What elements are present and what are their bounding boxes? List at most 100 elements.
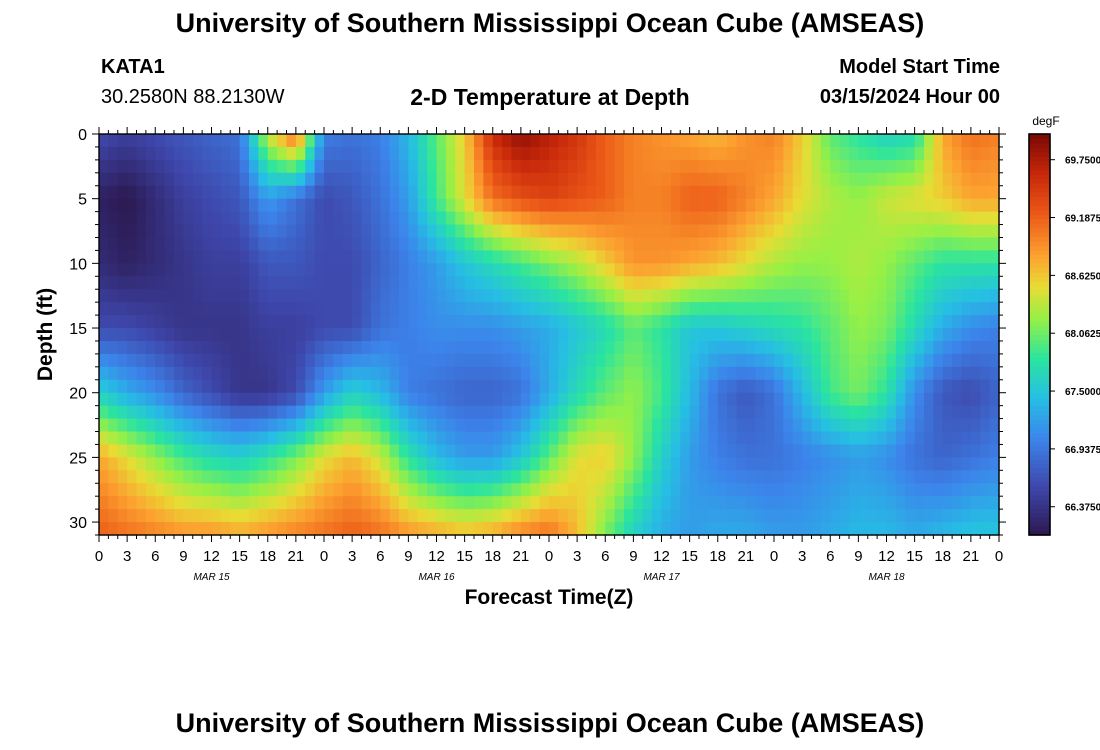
heatmap-cell bbox=[924, 276, 934, 290]
heatmap-cell bbox=[586, 418, 597, 433]
heatmap-cell bbox=[764, 457, 775, 471]
heatmap-cell bbox=[183, 159, 194, 174]
heatmap-cell bbox=[764, 444, 775, 458]
heatmap-cell bbox=[192, 379, 203, 394]
heatmap-cell bbox=[877, 340, 888, 355]
heatmap-cell bbox=[445, 392, 456, 407]
heatmap-cell bbox=[549, 302, 559, 316]
heatmap-cell bbox=[558, 224, 569, 239]
heatmap-cell bbox=[202, 366, 213, 381]
heatmap-cell bbox=[333, 134, 344, 148]
heatmap-cell bbox=[511, 146, 522, 161]
heatmap-cell bbox=[736, 379, 747, 394]
heatmap-cell bbox=[295, 457, 306, 471]
heatmap-cell bbox=[361, 185, 372, 200]
heatmap-cell bbox=[239, 509, 250, 523]
colorbar-segment bbox=[1029, 530, 1050, 536]
heatmap-cell bbox=[474, 470, 484, 484]
heatmap-cell bbox=[239, 185, 250, 200]
heatmap-cell bbox=[239, 483, 250, 497]
heatmap-cell bbox=[455, 315, 466, 329]
colorbar-frame bbox=[1028, 133, 1051, 536]
heatmap-cell bbox=[802, 250, 813, 264]
heatmap-cell bbox=[849, 444, 859, 458]
heatmap-cell bbox=[277, 444, 288, 458]
x-axis-title: Forecast Time(Z) bbox=[465, 586, 634, 609]
heatmap-cell bbox=[455, 328, 466, 342]
heatmap-cell bbox=[727, 418, 738, 433]
heatmap-cell bbox=[380, 250, 391, 264]
heatmap-cell bbox=[483, 353, 494, 368]
heatmap-cell bbox=[445, 470, 456, 484]
heatmap-cell bbox=[577, 250, 588, 264]
heatmap-cell bbox=[417, 134, 428, 148]
heatmap-cell bbox=[886, 509, 897, 523]
heatmap-cell bbox=[942, 470, 953, 484]
heatmap-cell bbox=[680, 276, 691, 290]
heatmap-cell bbox=[380, 198, 391, 213]
heatmap-cell bbox=[867, 496, 878, 510]
heatmap-cell bbox=[108, 237, 119, 252]
heatmap-cell bbox=[858, 470, 869, 484]
heatmap-cell bbox=[727, 172, 738, 187]
heatmap-cell bbox=[708, 237, 719, 252]
heatmap-cell bbox=[211, 405, 222, 420]
heatmap-cell bbox=[549, 496, 559, 510]
heatmap-cell bbox=[745, 405, 756, 420]
heatmap-cell bbox=[708, 302, 719, 316]
heatmap-cell bbox=[652, 470, 663, 484]
heatmap-cell bbox=[680, 315, 691, 329]
heatmap-cell bbox=[661, 340, 672, 355]
x-tick-label: 12 bbox=[653, 548, 670, 565]
heatmap-cell bbox=[839, 470, 850, 484]
heatmap-cell bbox=[192, 276, 203, 290]
heatmap-cell bbox=[680, 457, 691, 471]
heatmap-cell bbox=[202, 276, 213, 290]
heatmap-cell bbox=[220, 315, 231, 329]
heatmap-cell bbox=[145, 237, 156, 252]
heatmap-cell bbox=[202, 444, 213, 458]
heatmap-cell bbox=[614, 185, 625, 200]
heatmap-cell bbox=[811, 431, 822, 446]
heatmap-cell bbox=[764, 134, 775, 148]
heatmap-cell bbox=[670, 509, 681, 523]
heatmap-cell bbox=[164, 328, 175, 342]
heatmap-cell bbox=[445, 250, 456, 264]
heatmap-cell bbox=[324, 276, 334, 290]
heatmap-cell bbox=[267, 159, 278, 174]
heatmap-cell bbox=[464, 289, 475, 303]
heatmap-cell bbox=[792, 185, 803, 200]
heatmap-cell bbox=[755, 444, 766, 458]
heatmap-cell bbox=[699, 483, 709, 497]
heatmap-cell bbox=[970, 302, 981, 316]
heatmap-cell bbox=[802, 431, 813, 446]
heatmap-cell bbox=[324, 353, 334, 368]
heatmap-cell bbox=[830, 340, 841, 355]
heatmap-cell bbox=[464, 457, 475, 471]
heatmap-cell bbox=[633, 353, 644, 368]
heatmap-cell bbox=[792, 366, 803, 381]
heatmap-cell bbox=[624, 444, 634, 458]
heatmap-cell bbox=[586, 340, 597, 355]
heatmap-cell bbox=[802, 353, 813, 368]
heatmap-cell bbox=[455, 483, 466, 497]
heatmap-cell bbox=[352, 134, 363, 148]
heatmap-cell bbox=[502, 418, 513, 433]
y-tick-label: 15 bbox=[69, 321, 87, 338]
heatmap-cell bbox=[839, 366, 850, 381]
heatmap-cell bbox=[792, 250, 803, 264]
heatmap-cell bbox=[230, 159, 241, 174]
heatmap-cell bbox=[370, 470, 381, 484]
heatmap-cell bbox=[895, 379, 906, 394]
heatmap-cell bbox=[736, 134, 747, 148]
heatmap-cell bbox=[352, 483, 363, 497]
heatmap-cell bbox=[642, 276, 653, 290]
heatmap-cell bbox=[989, 470, 1000, 484]
heatmap-cell bbox=[230, 328, 241, 342]
heatmap-cell bbox=[914, 276, 925, 290]
heatmap-cell bbox=[145, 366, 156, 381]
heatmap-cell bbox=[849, 146, 859, 161]
heatmap-cell bbox=[267, 392, 278, 407]
heatmap-cell bbox=[380, 522, 391, 536]
heatmap-cell bbox=[886, 457, 897, 471]
